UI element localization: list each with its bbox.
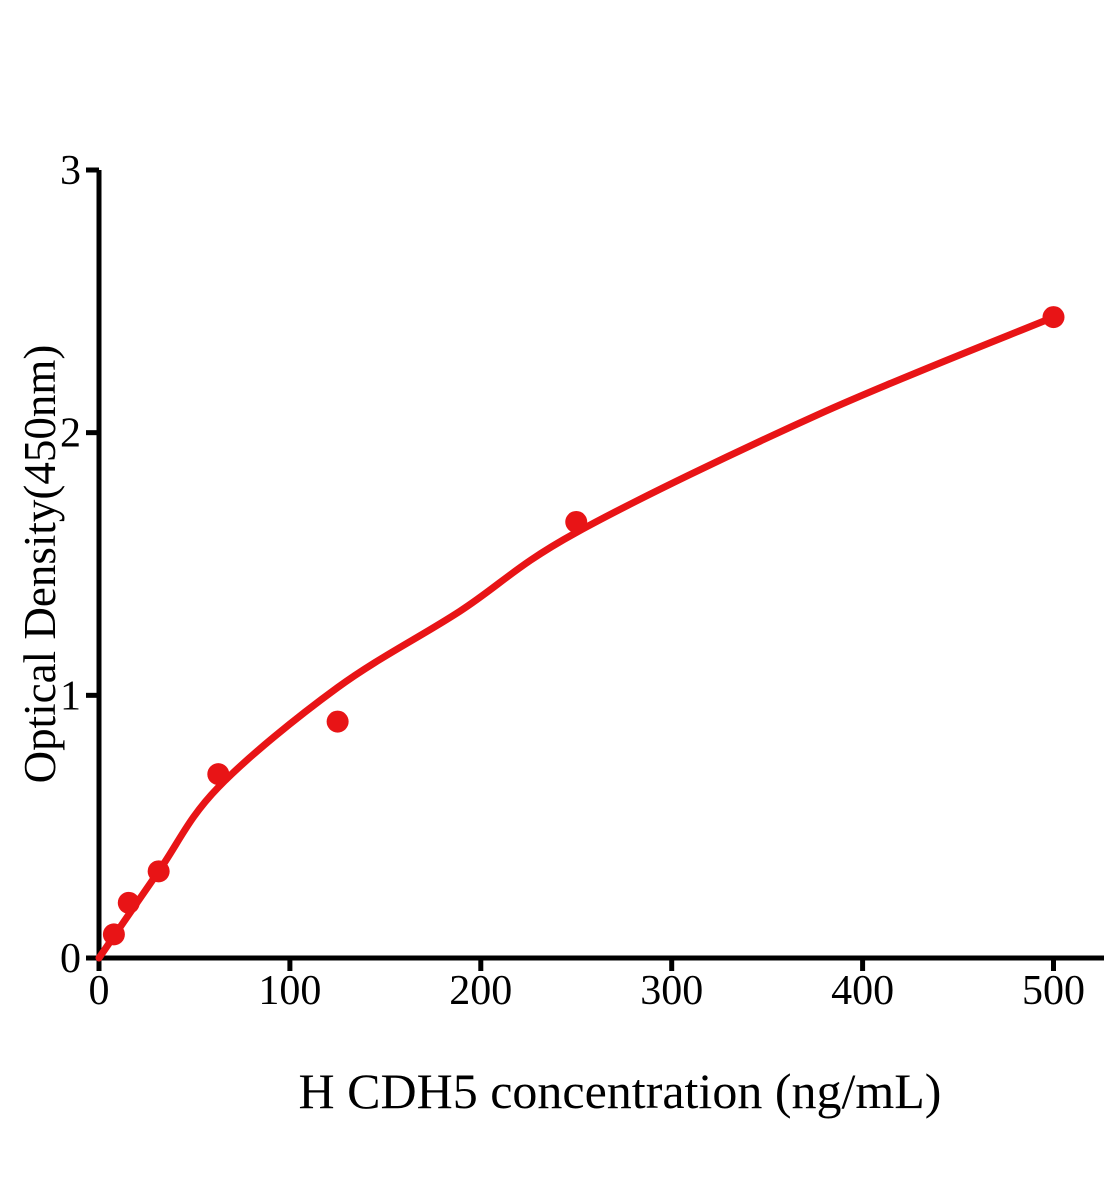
x-tick-label: 0 — [89, 968, 110, 1014]
x-tick-label: 400 — [831, 968, 894, 1014]
axis-lines — [96, 170, 1104, 961]
x-axis-title: H CDH5 concentration (ng/mL) — [298, 1063, 942, 1119]
y-tick-label: 3 — [60, 148, 81, 194]
data-point — [147, 860, 170, 883]
x-tick-label: 500 — [1022, 968, 1085, 1014]
y-tick-label: 0 — [60, 936, 81, 982]
data-point — [1042, 306, 1065, 329]
x-tick-label: 300 — [640, 968, 703, 1014]
x-tick-label: 100 — [258, 968, 321, 1014]
fitted-curve — [95, 313, 1057, 962]
y-tick-label: 2 — [60, 411, 81, 457]
data-point — [117, 891, 140, 914]
data-point — [565, 510, 588, 533]
x-tick-label: 200 — [449, 968, 512, 1014]
data-point — [102, 923, 125, 946]
data-point — [326, 710, 349, 733]
y-tick-label: 1 — [60, 673, 81, 719]
y-axis-title: Optical Density(450nm) — [15, 344, 65, 784]
data-point — [207, 763, 230, 786]
